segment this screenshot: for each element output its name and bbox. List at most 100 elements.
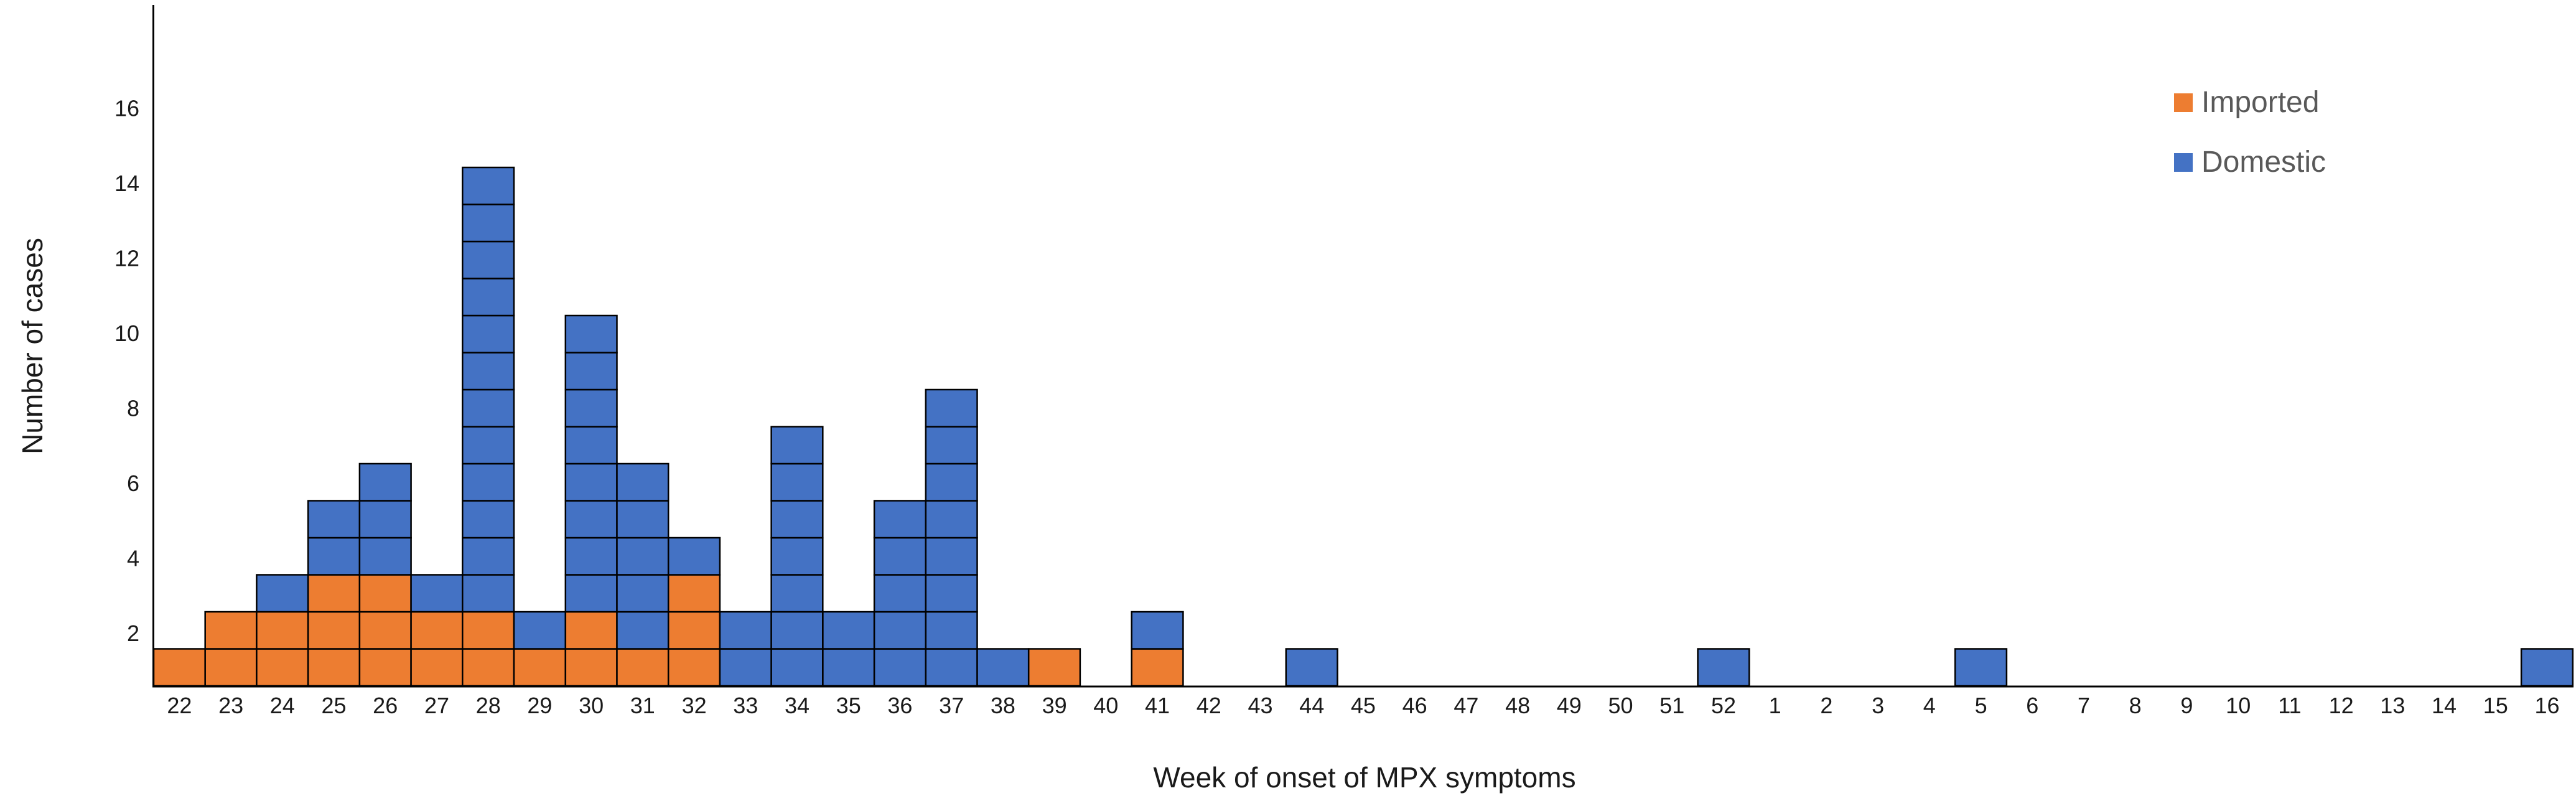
y-tick-label: 14 [114, 171, 139, 196]
x-tick-label: 36 [887, 693, 912, 718]
case-block [770, 426, 824, 465]
case-block [410, 574, 464, 613]
bar-week-24 [256, 574, 309, 687]
case-block [719, 648, 772, 687]
case-block [616, 462, 670, 502]
x-tick-label: 34 [785, 693, 810, 718]
case-block [667, 574, 721, 613]
x-tick-label: 16 [2534, 693, 2559, 718]
imported-swatch-icon [2174, 93, 2193, 112]
case-block [564, 574, 618, 613]
case-block [307, 648, 361, 687]
case-block [1131, 648, 1184, 687]
case-block [770, 611, 824, 650]
case-block [925, 426, 978, 465]
x-tick-label: 28 [476, 693, 501, 718]
case-block [410, 611, 464, 650]
case-block [1285, 648, 1338, 687]
case-block [873, 537, 927, 576]
y-tick-label: 12 [114, 246, 139, 271]
bar-week-44 [1285, 648, 1338, 687]
case-block [822, 611, 875, 650]
domestic-swatch-icon [2174, 153, 2193, 172]
x-tick-label: 1 [1769, 693, 1781, 718]
case-block [925, 388, 978, 428]
x-tick-label: 2 [1820, 693, 1832, 718]
x-tick-label: 41 [1145, 693, 1170, 718]
x-tick-label: 4 [1923, 693, 1936, 718]
bar-week-29 [513, 611, 566, 687]
case-block [462, 574, 515, 613]
case-block [462, 240, 515, 279]
x-tick-label: 48 [1505, 693, 1530, 718]
case-block [822, 648, 875, 687]
case-block [564, 352, 618, 391]
bar-week-37 [925, 388, 978, 687]
x-tick-label: 7 [2078, 693, 2090, 718]
x-axis-title: Week of onset of MPX symptoms [1153, 761, 1576, 794]
legend-label-domestic: Domestic [2201, 146, 2326, 179]
x-tick-label: 8 [2129, 693, 2142, 718]
case-block [616, 648, 670, 687]
case-block [770, 462, 824, 502]
case-block [873, 648, 927, 687]
x-tick-label: 25 [321, 693, 346, 718]
case-block [719, 611, 772, 650]
case-block [307, 611, 361, 650]
y-tick-label: 4 [127, 546, 139, 571]
x-tick-label: 11 [2278, 693, 2301, 718]
case-block [667, 611, 721, 650]
y-tick-label: 2 [127, 621, 139, 646]
case-block [1131, 611, 1184, 650]
case-block [976, 648, 1030, 687]
case-block [564, 462, 618, 502]
bar-week-36 [873, 500, 927, 687]
x-tick-label: 40 [1093, 693, 1118, 718]
x-tick-label: 38 [991, 693, 1015, 718]
y-tick-label: 6 [127, 471, 139, 496]
case-block [616, 574, 670, 613]
bar-week-31 [616, 462, 670, 687]
case-block [256, 611, 309, 650]
bar-week-33 [719, 611, 772, 687]
bar-week-52 [1697, 648, 1750, 687]
case-block [873, 574, 927, 613]
bar-week-30 [564, 314, 618, 687]
x-tick-label: 49 [1557, 693, 1582, 718]
y-tick-label: 8 [127, 396, 139, 421]
case-block [358, 500, 412, 539]
x-tick-label: 31 [630, 693, 655, 718]
legend-item-imported: Imported [2174, 88, 2326, 118]
bar-week-41 [1131, 611, 1184, 687]
case-block [358, 462, 412, 502]
case-block [358, 611, 412, 650]
case-block [616, 611, 670, 650]
bar-week-26 [358, 462, 412, 687]
y-tick-label: 16 [114, 96, 139, 121]
legend-label-imported: Imported [2201, 86, 2320, 119]
bar-week-38 [976, 648, 1030, 687]
case-block [462, 352, 515, 391]
case-block [307, 574, 361, 613]
x-tick-label: 37 [939, 693, 964, 718]
chart-legend: Imported Domestic [2174, 88, 2326, 207]
case-block [462, 500, 515, 539]
case-block [462, 537, 515, 576]
case-block [358, 537, 412, 576]
x-tick-label: 33 [733, 693, 758, 718]
bar-week-39 [1027, 648, 1081, 687]
case-block [1954, 648, 2008, 687]
case-block [256, 574, 309, 613]
x-tick-label: 6 [2026, 693, 2038, 718]
x-tick-label: 46 [1402, 693, 1427, 718]
x-tick-label: 44 [1299, 693, 1324, 718]
case-block [462, 204, 515, 243]
case-block [564, 611, 618, 650]
case-block [204, 611, 258, 650]
x-tick-label: 9 [2180, 693, 2193, 718]
case-block [462, 462, 515, 502]
case-block [925, 611, 978, 650]
y-tick-label: 10 [114, 321, 139, 346]
case-block [462, 388, 515, 428]
